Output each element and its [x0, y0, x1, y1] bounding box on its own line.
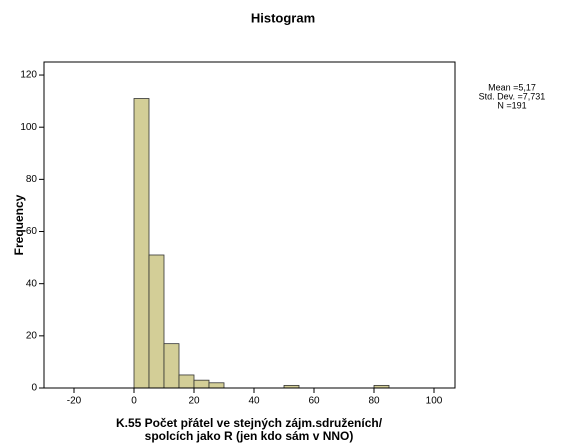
- y-tick-label: 80: [26, 174, 38, 185]
- x-tick-label: -20: [67, 396, 82, 407]
- plot-frame: [43, 61, 456, 389]
- y-tick-label: 100: [20, 122, 37, 133]
- x-tick-label: 80: [368, 396, 380, 407]
- bar: [163, 343, 180, 389]
- x-axis-label: spolcích jako R (jen kdo sám v NNO): [145, 429, 354, 443]
- stat-label: Std. Dev. =7,731: [479, 91, 546, 101]
- stat-label: N =191: [497, 100, 526, 110]
- x-tick-label: 0: [131, 396, 137, 407]
- y-tick-label: 0: [31, 383, 37, 394]
- x-axis-label: K.55 Počet přátel ve stejných zájm.sdruž…: [116, 416, 383, 430]
- bar: [208, 382, 225, 389]
- bar: [178, 374, 195, 389]
- x-tick-label: 60: [308, 396, 320, 407]
- x-tick-label: 100: [426, 396, 443, 407]
- bar: [133, 98, 150, 389]
- chart-title: Histogram: [251, 10, 315, 25]
- y-tick-label: 40: [26, 278, 38, 289]
- y-tick-label: 20: [26, 330, 38, 341]
- bar: [148, 254, 165, 389]
- x-tick-label: 40: [248, 396, 260, 407]
- y-tick-label: 120: [20, 70, 37, 81]
- y-axis-label: Frequency: [12, 194, 26, 255]
- y-tick-label: 60: [26, 226, 38, 237]
- stat-label: Mean =5,17: [488, 82, 536, 92]
- bar: [193, 379, 210, 389]
- x-tick-label: 20: [188, 396, 200, 407]
